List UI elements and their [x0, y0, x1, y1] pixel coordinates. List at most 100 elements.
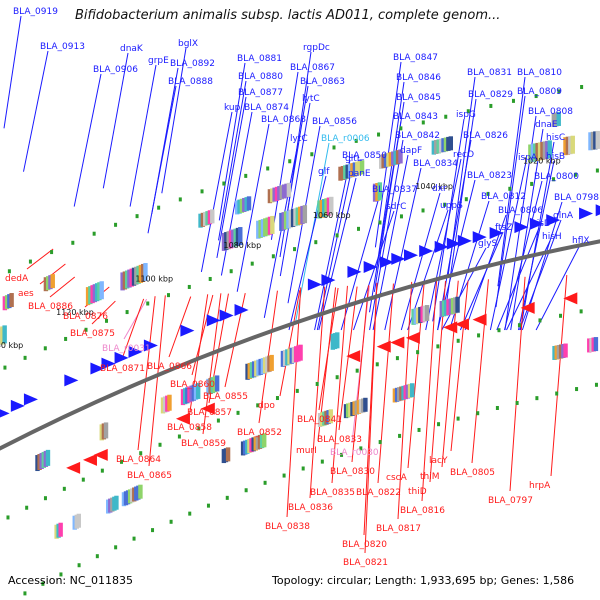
gene-label: BLA_0856 — [312, 117, 357, 127]
cds-block — [270, 188, 275, 203]
cds-block — [297, 206, 303, 225]
cds-block — [357, 161, 362, 176]
tick-mark — [580, 84, 584, 89]
cds-block — [340, 165, 346, 180]
gene-label: BLA_0837 — [372, 185, 417, 195]
cds-block — [332, 333, 338, 350]
label-leader-line — [351, 285, 369, 463]
cds-block — [329, 196, 334, 215]
label-leader-line — [286, 287, 302, 518]
reverse-gene-arrow — [390, 336, 405, 349]
cds-block — [338, 166, 343, 181]
label-leader-line — [497, 76, 526, 287]
forward-gene-arrow — [234, 304, 249, 317]
gene-label: BLA_0808 — [528, 107, 573, 117]
cds-block — [418, 306, 423, 323]
tick-mark — [416, 350, 420, 355]
cds-block — [293, 346, 299, 363]
tick-mark — [595, 168, 599, 173]
tick-mark — [244, 488, 248, 493]
gene-label: BLA_0850 — [342, 151, 387, 161]
cds-block — [99, 281, 104, 300]
tick-mark — [354, 138, 358, 143]
tick-mark — [575, 387, 579, 392]
label-leader-line — [279, 102, 311, 277]
cds-block — [90, 285, 95, 304]
forward-gene-arrow — [321, 274, 336, 287]
cds-block — [76, 513, 82, 528]
tick-mark — [263, 480, 267, 485]
tick-mark — [81, 477, 85, 482]
label-leader-line — [535, 244, 581, 331]
gene-label: BLA_0843 — [393, 112, 438, 122]
gene-label: BLA_0831 — [467, 68, 512, 78]
cds-block — [441, 300, 447, 317]
forward-gene-arrow — [514, 221, 529, 234]
tick-mark — [288, 159, 292, 164]
cds-block — [281, 184, 287, 199]
gene-label: BLA_0880 — [238, 72, 283, 82]
cds-block — [530, 143, 536, 162]
tick-mark — [206, 503, 210, 508]
tick-mark — [511, 98, 515, 103]
gene-label: glnA — [553, 211, 574, 221]
cds-block — [50, 274, 55, 289]
tick-mark — [132, 536, 136, 541]
gene-label: BLA_0833 — [317, 435, 362, 445]
cds-block — [398, 149, 403, 164]
tick-mark — [236, 410, 240, 415]
label-leader-line — [168, 296, 192, 358]
cds-block — [410, 383, 415, 398]
label-leader-line — [353, 210, 395, 331]
cds-block — [589, 337, 594, 352]
gene-label: dnaK — [120, 44, 144, 54]
gene-label: dpo — [258, 401, 275, 411]
forward-gene-arrow — [489, 226, 504, 239]
label-leader-line — [400, 192, 441, 331]
tick-mark — [444, 114, 448, 119]
gene-label: grpE — [148, 56, 169, 66]
cds-block — [393, 150, 398, 165]
label-leader-line — [375, 81, 405, 270]
cds-block — [388, 152, 394, 167]
cds-block — [528, 144, 533, 163]
cds-block — [238, 227, 243, 246]
tick-mark — [573, 172, 577, 177]
tick-mark — [216, 418, 220, 423]
gene-label: BLA_r0030 — [330, 448, 379, 458]
cds-block — [242, 197, 247, 212]
cds-block — [221, 232, 227, 251]
tick-mark — [3, 365, 7, 370]
tick-mark — [135, 214, 139, 219]
cds-block — [424, 305, 430, 322]
label-leader-line — [26, 248, 54, 270]
tick-mark — [208, 276, 212, 281]
cds-block — [256, 220, 261, 239]
gene-label: BLA_r0006 — [321, 134, 370, 144]
tick-mark — [340, 452, 344, 457]
forward-gene-arrow — [114, 351, 129, 364]
gene-label: BLA_0820 — [342, 540, 387, 550]
forward-gene-arrow — [23, 393, 38, 406]
cds-block — [274, 186, 280, 201]
forward-gene-arrow — [434, 240, 449, 253]
gene-label: gltL — [345, 154, 362, 164]
tick-mark — [275, 396, 279, 401]
forward-gene-arrow — [457, 234, 472, 247]
cds-block — [239, 198, 245, 213]
cds-block — [224, 232, 229, 251]
cds-block — [167, 394, 172, 411]
gene-label: hisH — [542, 232, 562, 242]
cds-block — [45, 449, 51, 466]
cds-block — [375, 183, 380, 202]
tick-mark — [552, 177, 556, 182]
tick-mark — [157, 205, 161, 210]
cds-block — [551, 112, 557, 127]
cds-block — [395, 150, 401, 165]
cds-block — [281, 212, 286, 231]
tick-mark — [395, 356, 399, 361]
tick-mark — [332, 145, 336, 150]
tick-mark — [158, 442, 162, 447]
cds-block — [195, 382, 201, 399]
cds-block — [226, 231, 231, 250]
